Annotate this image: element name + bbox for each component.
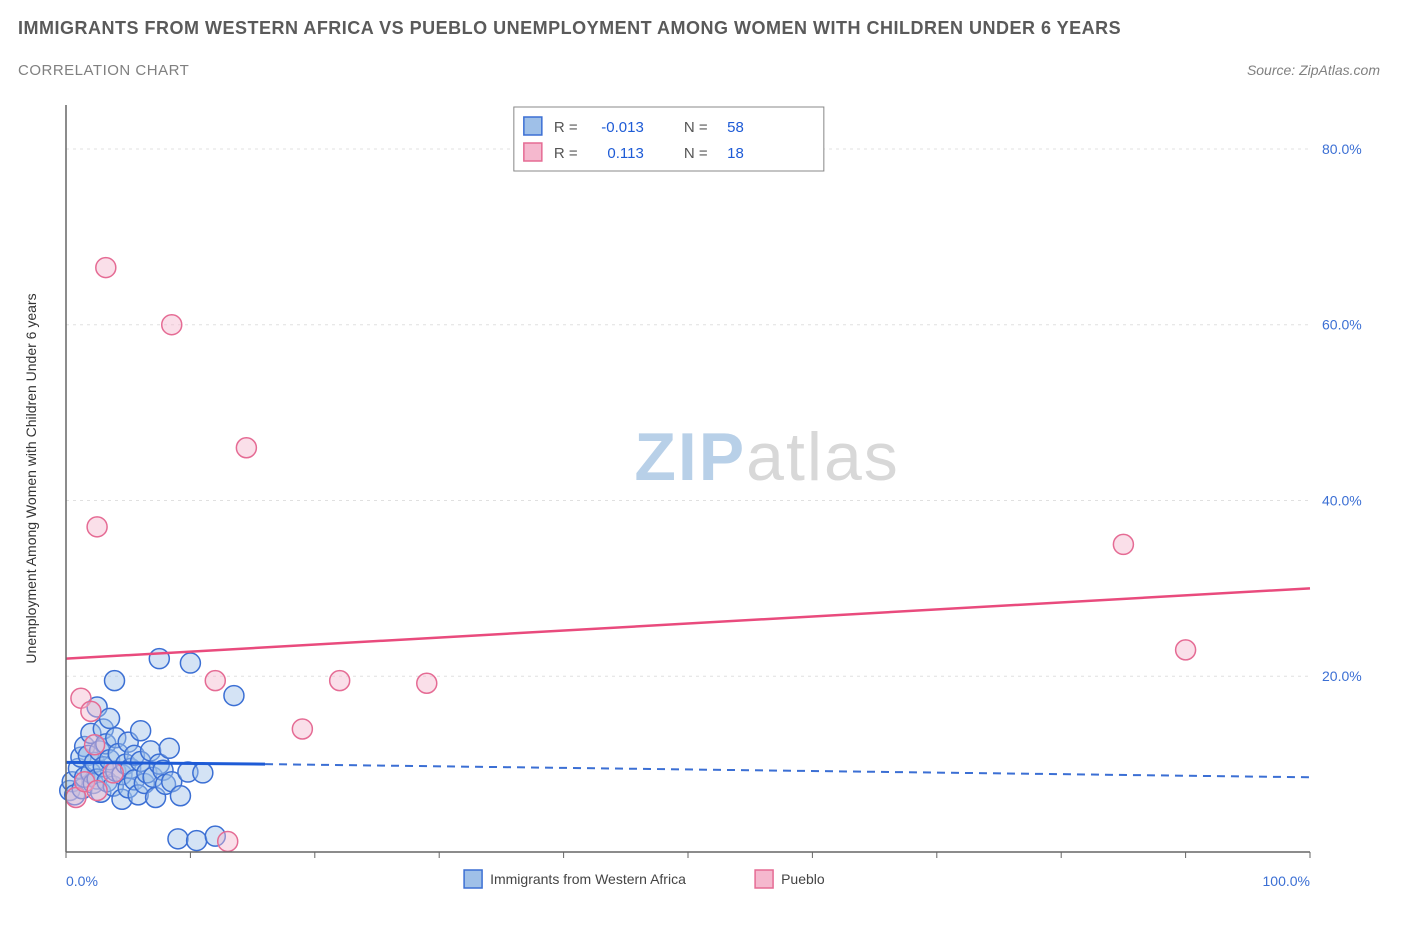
svg-text:100.0%: 100.0% [1263,873,1310,889]
svg-text:80.0%: 80.0% [1322,141,1362,157]
svg-text:Pueblo: Pueblo [781,871,825,887]
svg-text:60.0%: 60.0% [1322,317,1362,333]
svg-text:N =: N = [684,119,708,136]
source-attribution: Source: ZipAtlas.com [1247,62,1380,78]
svg-text:0.0%: 0.0% [66,873,98,889]
chart-container: 0.0% 100.0% 20.0% 40.0% 60.0% 80.0% Unemployme… [18,95,1380,900]
svg-text:20.0%: 20.0% [1322,668,1362,684]
svg-text:R =: R = [554,119,578,136]
chart-title: IMMIGRANTS FROM WESTERN AFRICA VS PUEBLO… [18,18,1121,39]
svg-text:-0.013: -0.013 [601,119,644,136]
svg-text:Immigrants from Western Africa: Immigrants from Western Africa [490,871,686,887]
svg-text:58: 58 [727,119,744,136]
svg-text:N =: N = [684,145,708,162]
svg-text:Unemployment Among Women with: Unemployment Among Women with Children U… [23,293,39,663]
svg-text:18: 18 [727,145,744,162]
correlation-scatter-chart: 0.0% 100.0% 20.0% 40.0% 60.0% 80.0% Unemployme… [18,95,1380,900]
chart-subtitle: CORRELATION CHART [18,62,189,79]
svg-text:0.113: 0.113 [607,145,643,162]
svg-text:40.0%: 40.0% [1322,492,1362,508]
svg-text:R =: R = [554,145,578,162]
